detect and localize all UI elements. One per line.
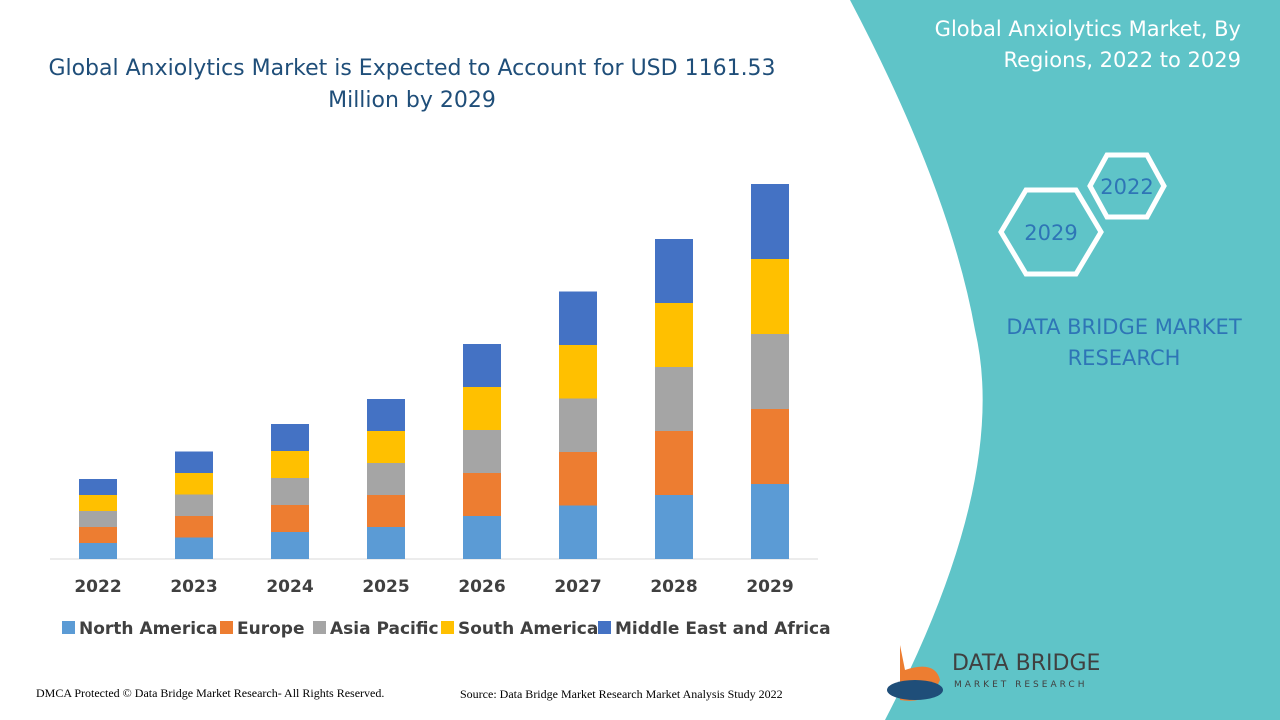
- bar-segment: [655, 495, 693, 559]
- bar-segment: [271, 451, 309, 478]
- x-tick-label: 2023: [170, 577, 217, 597]
- bar-segment: [559, 398, 597, 452]
- bar-segment: [559, 345, 597, 399]
- x-tick-label: 2024: [266, 577, 313, 597]
- bar-segment: [463, 387, 501, 430]
- bar-segment: [79, 543, 117, 559]
- bar-segment: [175, 494, 213, 516]
- bar-segment: [463, 430, 501, 473]
- bar-segment: [175, 537, 213, 559]
- bar-segment: [655, 431, 693, 495]
- bar-segment: [655, 367, 693, 431]
- x-tick-label: 2029: [746, 577, 793, 597]
- x-tick-label: 2022: [74, 577, 121, 597]
- x-tick-label: 2027: [554, 577, 601, 597]
- legend-swatch: [441, 621, 454, 634]
- bar-segment: [79, 511, 117, 527]
- bar-segment: [367, 431, 405, 463]
- logo-sub: MARKET RESEARCH: [954, 680, 1087, 690]
- bar-segment: [79, 479, 117, 495]
- bar-segment: [751, 184, 789, 259]
- bar-segment: [79, 495, 117, 511]
- bar-segment: [751, 334, 789, 409]
- bar-segment: [367, 463, 405, 495]
- legend-label: Asia Pacific: [330, 619, 439, 639]
- legend-label: Europe: [237, 619, 304, 639]
- legend-label: Middle East and Africa: [615, 619, 831, 639]
- logo-name: DATA BRIDGE: [952, 651, 1100, 676]
- panel-title: Global Anxiolytics Market, By Regions, 20…: [935, 17, 1241, 72]
- legend-swatch: [313, 621, 326, 634]
- bar-segment: [463, 516, 501, 559]
- bar-segment: [463, 344, 501, 387]
- bar-segment: [367, 495, 405, 527]
- brand: DATA BRIDGE MARKET RESEARCH: [1006, 315, 1241, 370]
- legend-swatch: [220, 621, 233, 634]
- hexagon: [1087, 152, 1167, 220]
- footer-left: DMCA Protected © Data Bridge Market Rese…: [36, 686, 384, 700]
- legend-label: South America: [458, 619, 598, 639]
- footer-right: Source: Data Bridge Market Research Mark…: [460, 687, 783, 701]
- bar-segment: [751, 259, 789, 334]
- bar-segment: [559, 505, 597, 559]
- bar-segment: [559, 452, 597, 506]
- x-tick-label: 2026: [458, 577, 505, 597]
- bar-segment: [559, 291, 597, 345]
- logo-icon: [887, 680, 943, 700]
- bar-segment: [79, 527, 117, 543]
- bar-segment: [655, 239, 693, 303]
- legend-label: North America: [79, 619, 218, 639]
- x-tick-label: 2025: [362, 577, 409, 597]
- bar-segment: [175, 451, 213, 473]
- bar-segment: [751, 409, 789, 484]
- bar-segment: [751, 484, 789, 559]
- bar-segment: [271, 478, 309, 505]
- hex-label: 2029: [1024, 221, 1077, 245]
- legend-swatch: [62, 621, 75, 634]
- bar-segment: [463, 473, 501, 516]
- bar-segment: [271, 505, 309, 532]
- bar-segment: [367, 399, 405, 431]
- bar-segment: [655, 303, 693, 367]
- panel-bg: [850, 0, 1280, 720]
- x-tick-label: 2028: [650, 577, 697, 597]
- hexagon: [998, 187, 1104, 277]
- chart-title: Global Anxiolytics Market is Expected to…: [48, 56, 775, 113]
- bar-segment: [175, 473, 213, 495]
- bar-segment: [271, 532, 309, 559]
- bar-segment: [271, 424, 309, 451]
- bar-segment: [175, 516, 213, 538]
- legend-swatch: [598, 621, 611, 634]
- bar-segment: [367, 527, 405, 559]
- hex-label: 2022: [1100, 175, 1153, 199]
